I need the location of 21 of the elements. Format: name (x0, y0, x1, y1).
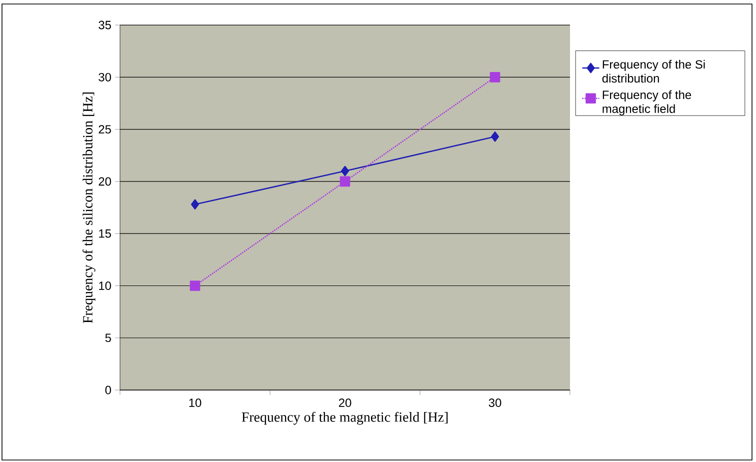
x-tick-label: 20 (338, 398, 352, 408)
y-tick-label: 25 (98, 125, 111, 134)
point (190, 280, 200, 291)
point (190, 199, 200, 210)
legend-label: Frequency of the Si distribution (602, 60, 705, 83)
x-tick-label: 10 (189, 398, 202, 408)
y-tick-label: 10 (99, 282, 112, 290)
legend-label: Frequency of the magnetic field (602, 90, 692, 116)
point (490, 131, 500, 142)
y-tick-label: 5 (105, 334, 111, 342)
y-tick-label: 30 (98, 72, 112, 82)
y-tick-label: 35 (98, 20, 111, 30)
point (340, 166, 350, 176)
x-tick-label: 30 (488, 398, 502, 408)
y-tick-label: 0 (105, 386, 112, 394)
y-tick-label: 20 (98, 177, 112, 186)
y-tick-label: 15 (99, 229, 111, 238)
point (490, 72, 500, 82)
x-axis-title: Frequency of the magnetic field [Hz] (242, 412, 448, 425)
point (340, 176, 350, 187)
y-axis-title: Frequency of the silicon distribution [Hz] (82, 92, 96, 324)
